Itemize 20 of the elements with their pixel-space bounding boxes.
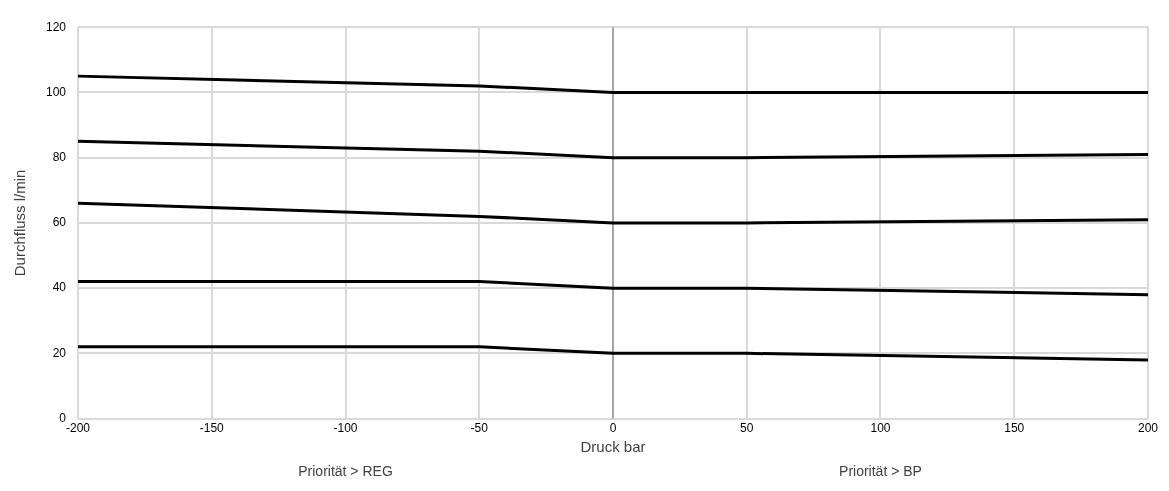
y-tick-label: 60 xyxy=(52,215,67,230)
x-tick-label: -50 xyxy=(470,421,489,436)
x-tick-label: -150 xyxy=(199,421,225,436)
x-tick-label: -100 xyxy=(333,421,358,436)
x-tick-label: 0 xyxy=(609,421,617,436)
text: Priorität > BP xyxy=(839,462,922,479)
y-tick-label: 80 xyxy=(52,149,67,164)
x-axis-title: Druck bar xyxy=(580,438,646,456)
x-tick-label: 150 xyxy=(1004,421,1025,436)
y-axis-title: Durchfluss l/min xyxy=(11,169,29,277)
y-tick-label: 120 xyxy=(45,19,67,34)
x-tick-label: 200 xyxy=(1137,421,1159,436)
x-tick-label: 50 xyxy=(740,421,754,436)
y-tick-label: 0 xyxy=(59,410,67,425)
y-tick-label: 100 xyxy=(45,84,67,99)
y-tick-label: 20 xyxy=(52,345,67,360)
y-tick-label: 40 xyxy=(52,280,67,295)
x-tick-label: -200 xyxy=(66,421,91,436)
text: Priorität > REG xyxy=(298,462,393,479)
x-tick-label: 100 xyxy=(870,421,891,436)
